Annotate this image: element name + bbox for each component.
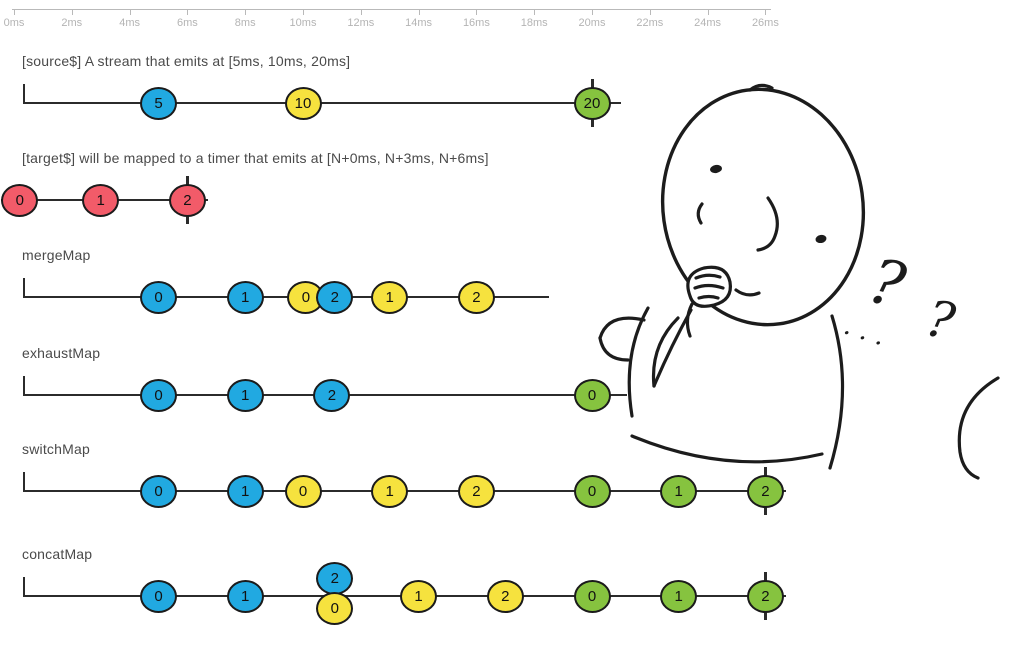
marble: 20 xyxy=(573,86,611,120)
thinker-hand xyxy=(685,265,733,338)
ruler-tick xyxy=(707,9,709,15)
ruler-tick-label: 2ms xyxy=(61,17,83,29)
worry-mark xyxy=(696,202,704,225)
marble: 1 xyxy=(371,474,409,508)
marble: 2 xyxy=(746,474,784,508)
thinking-dots: · · · xyxy=(838,318,887,359)
section-label: exhaustMap xyxy=(22,345,101,361)
ruler-tick-label: 26ms xyxy=(751,17,779,29)
section-label: mergeMap xyxy=(22,247,91,263)
ruler-tick-label: 18ms xyxy=(520,17,548,29)
marble: 0 xyxy=(140,280,177,314)
ruler-tick xyxy=(592,9,593,15)
ruler-tick-label: 12ms xyxy=(347,17,375,29)
section-label: [target$] will be mapped to a timer that… xyxy=(22,150,489,166)
ruler-tick-label: 6ms xyxy=(177,17,198,29)
marble: 0 xyxy=(140,474,177,508)
marble: 2 xyxy=(486,579,524,613)
ruler-tick xyxy=(534,9,536,15)
left-eye xyxy=(710,164,722,174)
hair-notch xyxy=(748,83,774,92)
ruler-tick-label: 14ms xyxy=(405,17,433,29)
thinker-face xyxy=(696,164,827,297)
marble: 1 xyxy=(660,474,698,508)
ruler-tick-label: 0ms xyxy=(3,17,25,29)
stream-start-tick xyxy=(22,84,25,104)
marble: 1 xyxy=(226,474,264,508)
stream-timeline xyxy=(22,102,621,104)
marble: 0 xyxy=(1,183,39,217)
marble: 0 xyxy=(140,579,177,613)
marble: 0 xyxy=(573,474,611,508)
ruler-tick xyxy=(129,9,131,15)
question-marks: ? ? · · · xyxy=(838,244,961,360)
marble: 2 xyxy=(746,579,784,613)
ruler-tick-label: 16ms xyxy=(462,17,490,29)
ruler-tick xyxy=(187,9,189,15)
marble: 0 xyxy=(284,474,322,508)
right-eye xyxy=(815,234,827,244)
marble: 2 xyxy=(316,280,354,314)
nose xyxy=(756,196,779,252)
stream-start-tick xyxy=(22,376,25,396)
marble: 1 xyxy=(400,579,438,613)
mouth xyxy=(734,288,761,297)
section-label: switchMap xyxy=(22,441,90,457)
ruler-tick-label: 20ms xyxy=(578,17,606,29)
ruler-tick xyxy=(476,9,478,15)
thinking-person-illustration: ? ? · · · xyxy=(598,83,1000,480)
marble: 1 xyxy=(226,280,264,314)
marble: 1 xyxy=(226,579,264,613)
ruler-tick-label: 10ms xyxy=(289,17,317,29)
stream-timeline xyxy=(22,296,549,298)
marble: 2 xyxy=(457,280,495,314)
marble: 2 xyxy=(457,474,495,508)
ruler-tick-label: 24ms xyxy=(694,17,722,29)
ruler-tick-label: 22ms xyxy=(636,17,664,29)
thinker-head xyxy=(660,83,866,327)
section-label: [source$] A stream that emits at [5ms, 1… xyxy=(22,53,351,69)
marble: 0 xyxy=(140,378,177,412)
ruler-baseline xyxy=(12,9,772,10)
marble: 2 xyxy=(316,561,354,595)
section-label: concatMap xyxy=(22,546,93,562)
question-mark-1: ? xyxy=(862,244,913,323)
marble: 2 xyxy=(168,183,206,217)
ruler-tick-label: 8ms xyxy=(234,17,256,29)
stream-start-tick xyxy=(22,472,25,492)
marble: 10 xyxy=(284,86,322,120)
ruler-tick xyxy=(360,9,362,15)
ruler-tick xyxy=(14,9,15,15)
ruler-tick xyxy=(418,9,420,15)
marble: 0 xyxy=(316,591,354,625)
marble: 0 xyxy=(573,378,611,412)
ruler-tick xyxy=(245,9,247,15)
marble: 1 xyxy=(82,183,120,217)
ruler-tick xyxy=(649,9,651,15)
marble: 1 xyxy=(226,378,264,412)
question-mark-2: ? xyxy=(922,289,961,352)
marble: 1 xyxy=(660,579,698,613)
marble: 5 xyxy=(140,86,177,120)
marble: 1 xyxy=(371,280,409,314)
stream-start-tick xyxy=(22,577,25,597)
ruler-tick xyxy=(303,9,304,15)
stream-start-tick xyxy=(22,278,25,298)
marble: 0 xyxy=(573,579,611,613)
ruler-tick xyxy=(765,9,767,15)
marble: 2 xyxy=(313,378,351,412)
ruler-tick-label: 4ms xyxy=(119,17,140,29)
ruler-tick xyxy=(71,9,73,15)
